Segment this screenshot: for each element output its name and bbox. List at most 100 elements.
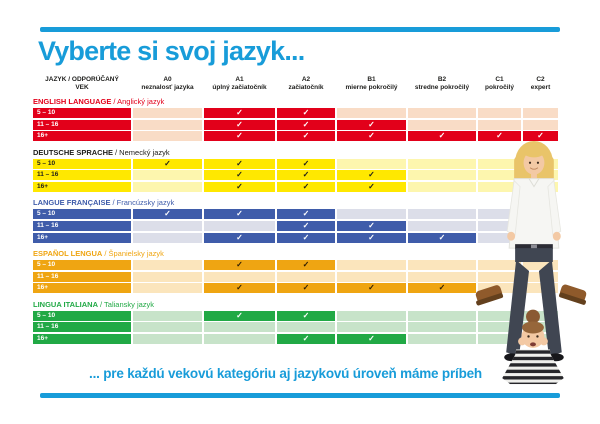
checkmark-icon: ✓	[438, 232, 446, 242]
level-cell-b1-empty	[337, 209, 406, 220]
level-code: A0	[163, 76, 172, 83]
level-cell-b2-empty	[408, 271, 476, 282]
section-english: ENGLISH LANGUAGE / Anglický jazyk 5 – 10 ✓ ✓…	[33, 96, 558, 142]
level-label: úplný začiatočník	[212, 84, 267, 91]
level-cell-a1-empty	[204, 271, 275, 282]
table-row: 11 – 16 ✓ ✓ ✓	[33, 119, 558, 130]
checkmark-icon: ✓	[236, 283, 243, 293]
checkmark-icon: ✓	[302, 131, 310, 141]
level-cell-a1-checked: ✓	[204, 310, 275, 321]
level-code: C1	[495, 76, 504, 83]
checkmark-icon: ✓	[302, 158, 310, 168]
level-cell-a1-checked: ✓	[204, 108, 275, 118]
checkmark-icon: ✓	[496, 131, 503, 141]
level-cell-a0-empty	[133, 170, 202, 181]
checkmark-icon: ✓	[236, 131, 243, 141]
level-cell-a0-checked: ✓	[133, 158, 202, 169]
level-cell-a2-empty	[277, 271, 335, 282]
level-cell-b1-checked: ✓	[337, 283, 406, 294]
level-cell-b2-checked: ✓	[408, 283, 476, 294]
level-cell-a0-empty	[133, 283, 202, 294]
level-cell-a0-empty	[133, 119, 202, 130]
checkmark-icon: ✓	[368, 333, 375, 343]
age-cell: 11 – 16	[33, 271, 131, 282]
age-cell: 5 – 10	[33, 260, 131, 271]
checkmark-icon: ✓	[236, 158, 243, 168]
section-title-sub: / Španielsky jazyk	[104, 249, 164, 259]
checkmark-icon: ✓	[368, 131, 375, 141]
level-cell-a2-checked: ✓	[277, 181, 335, 192]
level-cell-b1-checked: ✓	[337, 119, 406, 130]
checkmark-icon: ✓	[368, 170, 375, 180]
section-title-english: ENGLISH LANGUAGE / Anglický jazyk	[33, 96, 558, 108]
checkmark-icon: ✓	[302, 108, 310, 117]
section-title-sub: / Nemecký jazyk	[115, 147, 170, 157]
level-cell-a2-checked: ✓	[277, 260, 335, 271]
checkmark-icon: ✓	[302, 181, 310, 191]
section-title-sub: / Francúzsky jazyk	[112, 198, 175, 208]
level-cell-b1-checked: ✓	[337, 333, 406, 344]
level-cell-c1-empty	[478, 108, 521, 118]
level-cell-a1-empty	[204, 322, 275, 333]
level-cell-b2-checked: ✓	[408, 131, 476, 142]
section-title-sub: / Taliansky jazyk	[100, 299, 155, 309]
table-header-row: JAZYK / ODPORÚČANÝ VEK A0 neznalosť jazyk…	[33, 76, 558, 92]
checkmark-icon: ✓	[368, 181, 375, 191]
level-cell-c1-empty	[478, 322, 521, 333]
level-cell-c1-empty	[478, 260, 521, 271]
level-cell-c2-empty	[523, 310, 558, 321]
level-cell-b2-empty	[408, 220, 476, 231]
age-cell: 11 – 16	[33, 119, 131, 130]
table-row: 16+ ✓ ✓ ✓ ✓ ✓ ✓	[33, 131, 558, 142]
header-level-b2: B2 stredne pokročilý	[408, 76, 476, 92]
checkmark-icon: ✓	[302, 333, 310, 343]
level-cell-c1-empty	[478, 220, 521, 231]
section-title-sub: / Anglický jazyk	[113, 97, 165, 106]
level-cell-a1-checked: ✓	[204, 260, 275, 271]
level-cell-c1-empty	[478, 119, 521, 130]
level-cell-b2-empty	[408, 209, 476, 220]
level-cell-a0-empty	[133, 322, 202, 333]
level-cell-a0-checked: ✓	[133, 209, 202, 220]
level-cell-a0-empty	[133, 232, 202, 243]
section-title-main: DEUTSCHE SPRACHE	[33, 147, 114, 157]
level-cell-a2-checked: ✓	[277, 119, 335, 130]
header-level-a1: A1 úplný začiatočník	[204, 76, 275, 92]
checkmark-icon: ✓	[302, 209, 310, 219]
checkmark-icon: ✓	[438, 283, 446, 293]
level-cell-b2-empty	[408, 119, 476, 130]
checkmark-icon: ✓	[368, 220, 375, 230]
level-label: mierne pokročilý	[345, 84, 398, 91]
header-level-a2: A2 začiatočník	[277, 76, 335, 92]
level-cell-c2-empty	[523, 108, 558, 118]
checkmark-icon: ✓	[368, 119, 375, 129]
level-label: neznalosť jazyka	[141, 84, 194, 91]
checkmark-icon: ✓	[236, 310, 243, 320]
checkmark-icon: ✓	[236, 260, 243, 270]
age-cell: 16+	[33, 131, 131, 142]
section-title-main: LANGUE FRANÇAISE	[33, 198, 111, 208]
checkmark-icon: ✓	[537, 131, 544, 141]
level-cell-b1-empty	[337, 271, 406, 282]
level-cell-c2-empty	[523, 119, 558, 130]
level-cell-a2-checked: ✓	[277, 220, 335, 231]
table-row: 5 – 10 ✓ ✓	[33, 260, 558, 271]
bottom-accent-bar	[40, 393, 560, 398]
checkmark-icon: ✓	[236, 209, 243, 219]
level-cell-a2-checked: ✓	[277, 310, 335, 321]
checkmark-icon: ✓	[302, 232, 310, 242]
age-cell: 11 – 16	[33, 322, 131, 333]
level-code: B2	[437, 76, 447, 83]
level-cell-c1-empty	[478, 209, 521, 220]
level-cell-c1-empty	[478, 271, 521, 282]
checkmark-icon: ✓	[164, 209, 171, 219]
level-cell-a1-checked: ✓	[204, 232, 275, 243]
level-cell-b2-empty	[408, 310, 476, 321]
level-cell-c2-empty	[523, 260, 558, 271]
level-cell-b1-checked: ✓	[337, 220, 406, 231]
level-label: začiatočník	[288, 84, 324, 91]
level-cell-c2-checked: ✓	[523, 131, 558, 142]
checkmark-icon: ✓	[236, 108, 243, 117]
level-cell-a2-checked: ✓	[277, 131, 335, 142]
